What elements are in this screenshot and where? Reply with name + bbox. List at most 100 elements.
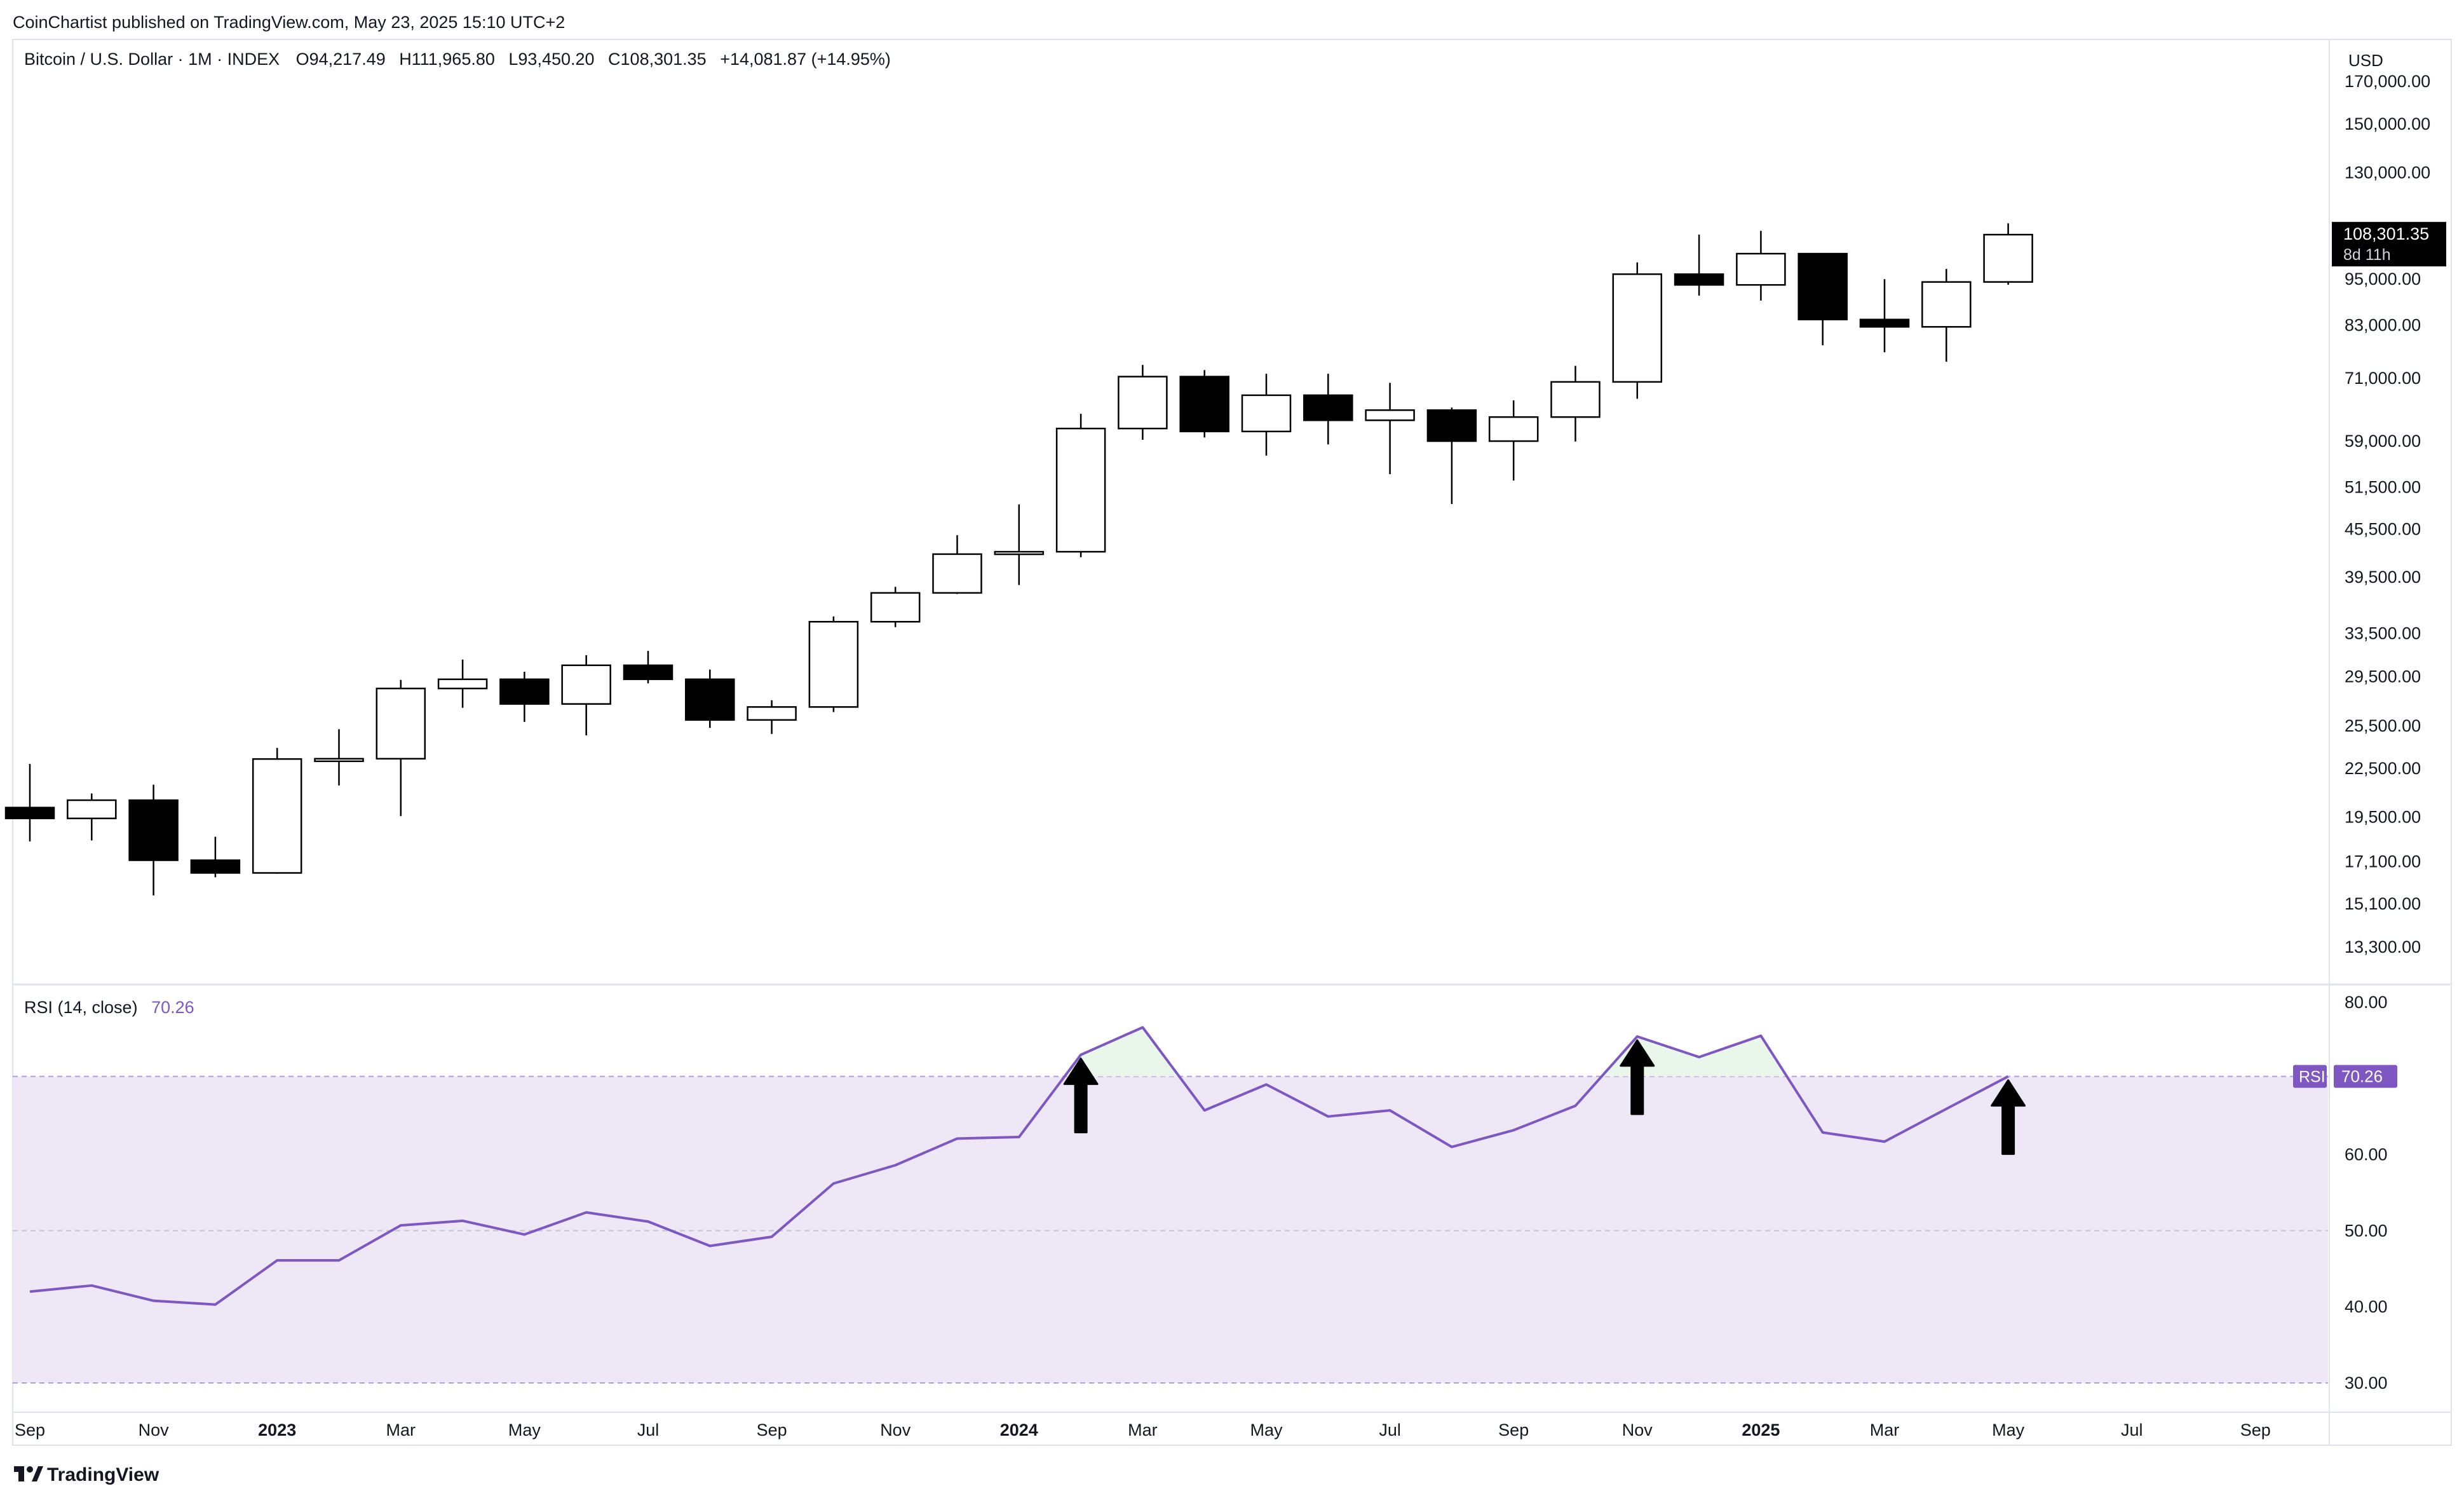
rsi-point [152, 1300, 155, 1302]
ohlc-close: C108,301.35 [608, 50, 707, 69]
candle-body [1983, 233, 2033, 283]
rsi-point [338, 1259, 341, 1262]
time-tick-label: Sep [15, 1420, 45, 1440]
candle [376, 679, 426, 817]
rsi-value-badge: RSI 70.26 [2293, 1065, 2397, 1088]
symbol-legend: Bitcoin / U.S. Dollar · 1M · INDEX O94,2… [24, 50, 891, 69]
candle [1303, 374, 1353, 445]
candle [314, 729, 364, 786]
rsi-badge-label-bg [2293, 1065, 2327, 1088]
candle [67, 793, 117, 841]
tradingview-logo[interactable]: TradingView [14, 1464, 159, 1485]
last-price-value: 108,301.35 [2343, 224, 2429, 243]
rsi-point [1018, 1136, 1020, 1138]
price-tick-label: 13,300.00 [2345, 937, 2421, 957]
time-tick-label: Jul [1379, 1420, 1401, 1440]
rsi-point [276, 1259, 278, 1262]
candle-body [994, 550, 1045, 555]
up-arrow-shape [1063, 1058, 1099, 1134]
candle-body [1055, 427, 1106, 553]
candle-body [1612, 273, 1663, 383]
rsi-tick-label: 50.00 [2345, 1221, 2388, 1240]
time-tick-label: Nov [139, 1420, 170, 1440]
price-tick-label: 170,000.00 [2345, 72, 2430, 91]
rsi-point [832, 1182, 835, 1185]
time-tick-label: Sep [2240, 1420, 2271, 1440]
price-tick-label: 19,500.00 [2345, 808, 2421, 827]
up-arrow-icon [1991, 1079, 2026, 1155]
last-price-badge: 108,301.35 8d 11h [2332, 222, 2446, 267]
price-tick-label: 130,000.00 [2345, 163, 2430, 182]
price-tick-label: 95,000.00 [2345, 269, 2421, 289]
ohlc-open: O94,217.49 [296, 50, 386, 69]
candle-body [1303, 394, 1353, 421]
candle [1736, 231, 1786, 301]
last-price-badge-bg [2332, 222, 2446, 267]
candle [685, 669, 735, 728]
time-tick-label: May [1250, 1420, 1283, 1440]
rsi-point [956, 1137, 959, 1140]
candle [1055, 414, 1106, 557]
candle-body [808, 621, 859, 708]
price-axis[interactable]: 170,000.00 150,000.00 130,000.00 95,000.00 8… [2345, 72, 2430, 957]
candle [932, 535, 982, 594]
candle [499, 672, 550, 722]
candle-body [1921, 281, 1972, 328]
rsi-axis[interactable]: 80.00 60.00 50.00 40.00 30.00 [2345, 993, 2388, 1392]
candle [252, 747, 302, 874]
publish-line: CoinChartist published on TradingView.co… [13, 13, 565, 32]
rsi-badge-value-bg [2334, 1065, 2397, 1088]
rsi-point [1883, 1140, 1886, 1143]
candle-body [1550, 381, 1601, 418]
candle [1488, 400, 1539, 481]
rsi-legend: RSI (14, close) 70.26 [24, 998, 194, 1017]
time-axis[interactable]: Sep Nov 2023 Mar May Jul Sep Nov 2024 Mar May Jul Se… [15, 1420, 2271, 1440]
candle [1859, 279, 1910, 353]
rsi-point [708, 1244, 711, 1247]
time-tick-label: Mar [1870, 1420, 1900, 1440]
candle [808, 616, 859, 712]
price-tick-label: 29,500.00 [2345, 667, 2421, 686]
price-tick-label: 39,500.00 [2345, 568, 2421, 587]
symbol-title: Bitcoin / U.S. Dollar · 1M · INDEX [24, 50, 280, 69]
rsi-point [214, 1304, 217, 1306]
chart-frame [12, 39, 2452, 1446]
candle-body [1736, 252, 1786, 286]
price-tick-label: 71,000.00 [2345, 369, 2421, 388]
candle-body [561, 664, 611, 705]
candle [561, 655, 611, 736]
rsi-point [647, 1220, 649, 1223]
candle [1674, 235, 1724, 296]
rsi-point [1636, 1035, 1639, 1038]
currency-label[interactable]: USD [2348, 51, 2383, 70]
rsi-point [1945, 1108, 1947, 1110]
candle-body [1674, 273, 1724, 286]
time-tick-label: Mar [1128, 1420, 1158, 1440]
rsi-point [1389, 1109, 1391, 1112]
rsi-badge-label: RSI [2299, 1068, 2325, 1086]
price-tick-label: 33,500.00 [2345, 623, 2421, 643]
rsi-point [1451, 1146, 1453, 1148]
candle-body [314, 758, 364, 763]
candle-body [376, 688, 426, 760]
time-tick-label: Nov [880, 1420, 911, 1440]
rsi-legend-value: 70.26 [151, 998, 194, 1017]
rsi-point [585, 1211, 588, 1214]
rsi-point [523, 1233, 525, 1236]
candle-body [190, 859, 241, 874]
candle-body [1488, 416, 1539, 442]
candle [1921, 269, 1972, 362]
candle [437, 659, 488, 708]
candle-body [1797, 252, 1848, 321]
time-tick-label: Sep [757, 1420, 787, 1440]
candle-body [1859, 318, 1910, 328]
time-tick-label: Sep [1498, 1420, 1529, 1440]
price-tick-label: 15,100.00 [2345, 894, 2421, 913]
candle-body [870, 592, 921, 623]
candle [1365, 383, 1415, 475]
candle-body [1426, 409, 1477, 442]
ohlc-low: L93,450.20 [508, 50, 594, 69]
candle-body [252, 758, 302, 874]
candle [1241, 374, 1292, 456]
candle [1797, 252, 1848, 346]
